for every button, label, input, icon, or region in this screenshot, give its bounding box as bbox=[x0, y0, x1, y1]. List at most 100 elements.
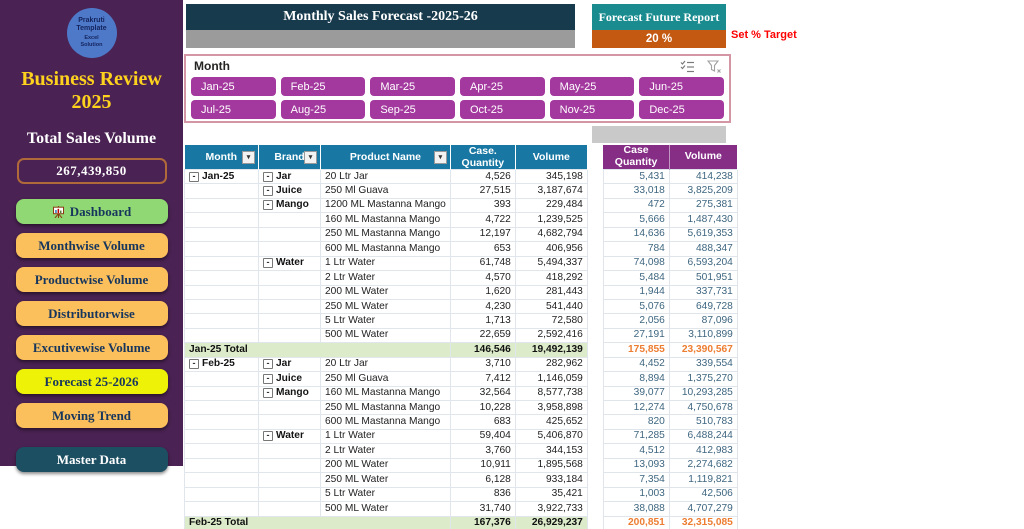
sidebar-button-dashboard[interactable]: Dashboard bbox=[15, 199, 168, 224]
volume-cell: 282,962 bbox=[514, 356, 588, 373]
total-label-cell: Feb-25 Total bbox=[184, 515, 451, 529]
spacer-cell bbox=[587, 256, 604, 271]
collapse-icon[interactable] bbox=[263, 373, 273, 384]
brand-cell: Juice bbox=[258, 183, 321, 199]
sidebar-button-label: Dashboard bbox=[69, 203, 132, 219]
collapse-icon[interactable] bbox=[263, 388, 273, 399]
spacer-cell bbox=[587, 501, 604, 516]
product-cell: 2 Ltr Water bbox=[320, 443, 451, 459]
volume-cell: 933,184 bbox=[514, 472, 588, 488]
forecast-case-qty-cell: 5,076 bbox=[602, 298, 670, 315]
slicer-month-oct-25[interactable]: Oct-25 bbox=[459, 100, 545, 119]
slicer-month-jan-25[interactable]: Jan-25 bbox=[191, 77, 276, 96]
multi-select-icon[interactable] bbox=[680, 60, 695, 78]
collapse-icon[interactable] bbox=[263, 431, 273, 442]
spacer-cell bbox=[587, 414, 604, 430]
sidebar-button-productwise-volume[interactable]: Productwise Volume bbox=[15, 267, 168, 292]
total-case-qty-cell: 167,376 bbox=[449, 515, 516, 529]
slicer-month-may-25[interactable]: May-25 bbox=[549, 77, 635, 96]
slicer-month-aug-25[interactable]: Aug-25 bbox=[280, 100, 366, 119]
total-volume-cell: 26,929,237 bbox=[514, 515, 588, 529]
brand-cell bbox=[258, 226, 321, 243]
sidebar-button-master-data[interactable]: Master Data bbox=[15, 447, 168, 472]
spacer-cell bbox=[587, 328, 604, 343]
month-cell bbox=[184, 284, 259, 300]
filter-dropdown-icon[interactable] bbox=[304, 151, 317, 164]
title-underbar bbox=[186, 30, 575, 48]
slicer-month-jul-25[interactable]: Jul-25 bbox=[191, 100, 276, 119]
case-qty-cell: 10,228 bbox=[449, 399, 516, 416]
slicer-month-jun-25[interactable]: Jun-25 bbox=[639, 77, 724, 96]
pivot-data-row: 5 Ltr Water 1,713 72,580 2,056 87,096 bbox=[184, 313, 738, 329]
pivot-data-row: 200 ML Water 1,620 281,443 1,944 337,731 bbox=[184, 284, 738, 300]
sidebar-button-forecast-25-2026[interactable]: Forecast 25-2026 bbox=[15, 369, 168, 394]
month-cell bbox=[184, 327, 259, 344]
pivot-data-row: 500 ML Water 22,659 2,592,416 27,191 3,110,8… bbox=[184, 327, 738, 344]
pivot-total-row: Jan-25 Total 146,546 19,492,139 175,855 23,3… bbox=[184, 342, 738, 358]
clear-filter-icon[interactable] bbox=[706, 60, 721, 78]
forecast-case-qty-cell: 8,894 bbox=[602, 371, 670, 387]
case-qty-cell: 59,404 bbox=[449, 428, 516, 445]
product-cell: 160 ML Mastanna Mango bbox=[320, 385, 451, 402]
forecast-case-qty-cell: 39,077 bbox=[602, 385, 670, 402]
volume-cell: 35,421 bbox=[514, 486, 588, 503]
spacer-cell bbox=[587, 183, 604, 199]
brand-cell-label: Jar bbox=[276, 170, 292, 182]
brand-cell bbox=[258, 472, 321, 488]
product-cell: 20 Ltr Jar bbox=[320, 356, 451, 373]
pivot-data-row: 160 ML Mastanna Mango 4,722 1,239,525 5,666… bbox=[184, 212, 738, 228]
slicer-month-nov-25[interactable]: Nov-25 bbox=[549, 100, 635, 119]
sidebar-button-excutivewise-volume[interactable]: Excutivewise Volume bbox=[15, 335, 168, 360]
collapse-icon[interactable] bbox=[263, 186, 273, 197]
forecast-case-qty-cell: 5,666 bbox=[602, 212, 670, 228]
volume-cell: 406,956 bbox=[514, 241, 588, 257]
collapse-icon[interactable] bbox=[263, 200, 273, 211]
collapse-icon[interactable] bbox=[263, 171, 273, 182]
product-cell: 500 ML Water bbox=[320, 501, 451, 517]
collapse-icon[interactable] bbox=[263, 258, 273, 269]
collapse-icon[interactable] bbox=[189, 359, 199, 370]
volume-cell: 5,406,870 bbox=[514, 428, 588, 445]
brand-cell: Mango bbox=[258, 385, 321, 402]
product-cell: 160 ML Mastanna Mango bbox=[320, 212, 451, 228]
forecast-volume-cell: 275,381 bbox=[668, 197, 738, 214]
collapse-icon[interactable] bbox=[189, 171, 199, 182]
brand-cell: Jar bbox=[258, 356, 321, 373]
page-title: Business Review 2025 bbox=[21, 68, 162, 113]
pivot-data-row: Mango 160 ML Mastanna Mango32,5648,577,73… bbox=[184, 385, 738, 402]
month-cell bbox=[184, 270, 259, 286]
spacer-cell bbox=[587, 400, 604, 415]
month-cell-label: Jan-25 bbox=[202, 170, 235, 182]
volume-cell: 425,652 bbox=[514, 414, 588, 430]
brand-cell: Water bbox=[258, 255, 321, 272]
slicer-month-apr-25[interactable]: Apr-25 bbox=[459, 77, 545, 96]
sidebar-button-label: Excutivewise Volume bbox=[32, 339, 151, 355]
spacer-cell bbox=[587, 212, 604, 228]
spacer-cell bbox=[587, 443, 604, 459]
sidebar-button-label: Productwise Volume bbox=[34, 271, 149, 287]
forecast-target-percent[interactable]: 20 % bbox=[592, 30, 726, 48]
slicer-month-sep-25[interactable]: Sep-25 bbox=[370, 100, 455, 119]
slicer-month-dec-25[interactable]: Dec-25 bbox=[639, 100, 724, 119]
slicer-month-mar-25[interactable]: Mar-25 bbox=[370, 77, 455, 96]
collapse-icon[interactable] bbox=[263, 359, 273, 370]
sidebar-button-distributorwise[interactable]: Distributorwise bbox=[15, 301, 168, 326]
forecast-volume-cell: 337,731 bbox=[668, 284, 738, 300]
slicer-month-feb-25[interactable]: Feb-25 bbox=[280, 77, 366, 96]
filter-dropdown-icon[interactable] bbox=[242, 151, 255, 164]
forecast-volume-cell: 2,274,682 bbox=[668, 457, 738, 474]
sidebar-button-monthwise-volume[interactable]: Monthwise Volume bbox=[15, 233, 168, 258]
sidebar-button-moving-trend[interactable]: Moving Trend bbox=[15, 403, 168, 428]
case-qty-cell: 1,713 bbox=[449, 313, 516, 329]
column-header-forecast-volume: Volume bbox=[669, 145, 738, 170]
brand-cell-label: Mango bbox=[276, 199, 309, 211]
column-header-month: Month bbox=[184, 145, 259, 170]
pivot-table-container: Month Brand Product Name Case. Quantity … bbox=[184, 145, 738, 529]
month-cell bbox=[184, 501, 259, 517]
case-qty-cell: 4,570 bbox=[449, 270, 516, 286]
case-qty-cell: 836 bbox=[449, 486, 516, 503]
filter-dropdown-icon[interactable] bbox=[433, 151, 447, 164]
forecast-report-title: Forecast Future Report bbox=[592, 4, 726, 30]
month-cell bbox=[184, 197, 259, 214]
